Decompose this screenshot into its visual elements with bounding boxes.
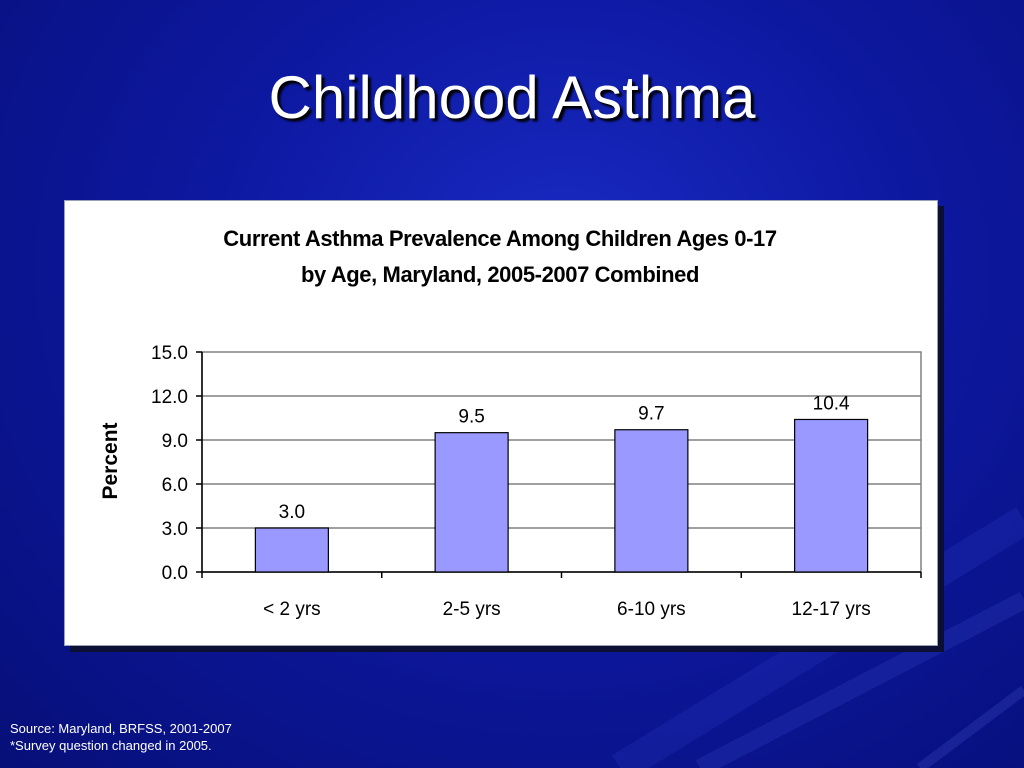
data-label: 9.5 <box>458 407 484 428</box>
x-tick-label: 12-17 yrs <box>792 599 871 620</box>
bar <box>254 527 329 573</box>
chart-title-line-2: by Age, Maryland, 2005-2007 Combined <box>301 262 699 287</box>
bar <box>794 418 869 573</box>
y-tick-label: 0.0 <box>162 563 188 584</box>
data-label: 3.0 <box>279 502 305 523</box>
slide-title: Childhood Asthma <box>268 64 756 131</box>
chart-container: Current Asthma Prevalence Among Children… <box>64 200 938 646</box>
y-tick-label: 9.0 <box>162 431 188 452</box>
x-tick-label: 6-10 yrs <box>617 599 686 620</box>
bar <box>434 432 509 573</box>
plot-area: 0.0 3.0 6.0 9.0 12.0 15.0 3.0 < 2 yrs 9.5 2-5 yrs… <box>151 343 922 620</box>
bar <box>614 429 689 573</box>
source-note: Source: Maryland, BRFSS, 2001-2007 <box>10 721 232 736</box>
y-tick-label: 12.0 <box>151 387 188 408</box>
x-tick-label: 2-5 yrs <box>443 599 501 620</box>
x-tick-label: < 2 yrs <box>263 599 321 620</box>
chart-title-line-1: Current Asthma Prevalence Among Children… <box>223 226 777 251</box>
data-label: 10.4 <box>813 393 850 414</box>
y-tick-label: 15.0 <box>151 343 188 364</box>
y-tick-label: 3.0 <box>162 519 188 540</box>
y-tick-label: 6.0 <box>162 475 188 496</box>
bar-chart: Current Asthma Prevalence Among Children… <box>99 226 922 620</box>
survey-note: *Survey question changed in 2005. <box>10 738 212 753</box>
y-axis-label: Percent <box>99 422 122 499</box>
data-label: 9.7 <box>638 404 664 425</box>
